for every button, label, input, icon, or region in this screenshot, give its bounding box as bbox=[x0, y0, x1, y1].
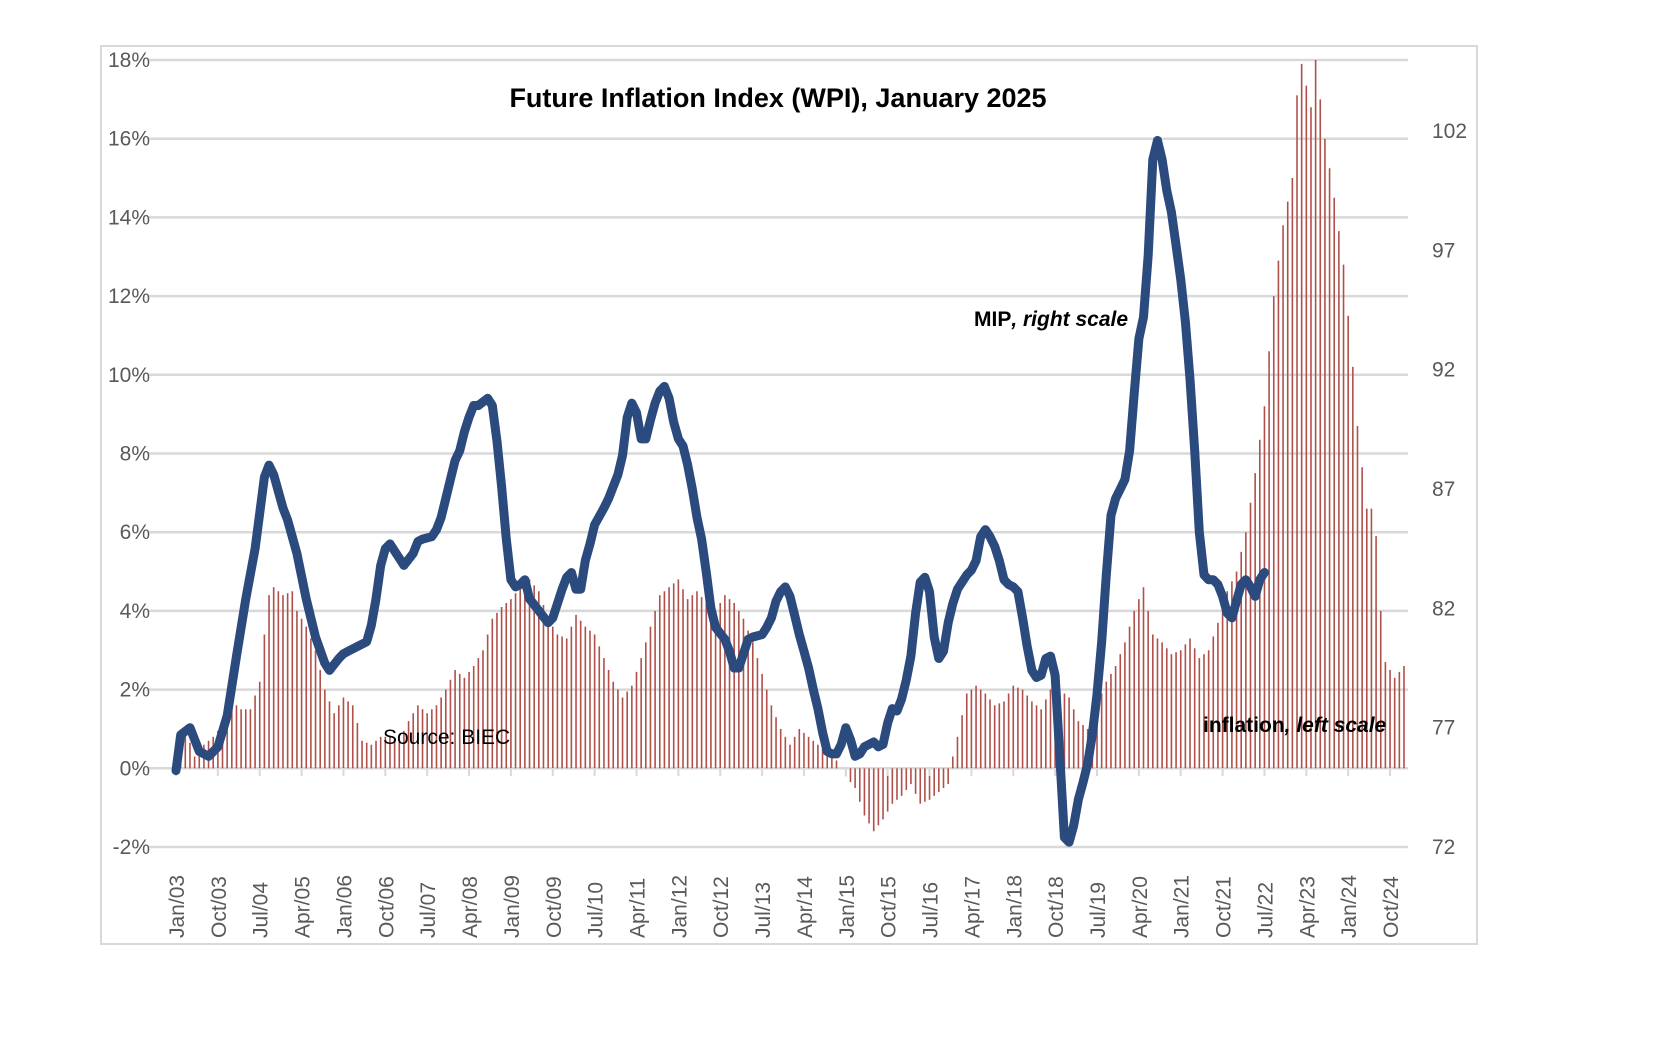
right-axis: 72 77 82 87 92 97 102 bbox=[1432, 120, 1467, 859]
x-tick-label: Jan/12 bbox=[668, 875, 691, 938]
x-tick-label: Apr/05 bbox=[292, 876, 315, 938]
x-tick-label: Jan/09 bbox=[501, 875, 524, 938]
x-tick-label: Jan/21 bbox=[1171, 875, 1194, 938]
mip-annotation-italic: , right scale bbox=[1010, 308, 1128, 331]
left-tick-label: 4% bbox=[120, 600, 150, 623]
left-tick-label: 12% bbox=[108, 285, 150, 308]
x-tick-label: Jan/06 bbox=[333, 875, 356, 938]
x-tick-label: Jan/03 bbox=[166, 875, 189, 938]
x-axis: Jan/03 Oct/03 Jul/04 Apr/05 Jan/06 Oct/06 Jul/… bbox=[166, 768, 1403, 938]
chart-frame bbox=[100, 45, 1478, 945]
left-tick-label: 16% bbox=[108, 128, 150, 151]
x-tick-label: Apr/20 bbox=[1129, 876, 1152, 938]
left-tick-label: 14% bbox=[108, 206, 150, 229]
x-tick-label: Jul/10 bbox=[585, 882, 608, 938]
x-tick-label: Oct/06 bbox=[375, 876, 398, 938]
chart-title: Future Inflation Index (WPI), January 20… bbox=[509, 83, 1046, 113]
mip-annotation-main: MIP bbox=[974, 308, 1011, 331]
right-tick-label: 82 bbox=[1432, 597, 1455, 620]
x-tick-label: Jul/22 bbox=[1254, 882, 1277, 938]
x-tick-label: Oct/21 bbox=[1213, 876, 1236, 938]
left-tick-label: 18% bbox=[108, 49, 150, 72]
mip-line bbox=[171, 136, 1269, 847]
right-tick-label: 102 bbox=[1432, 120, 1467, 143]
right-tick-label: 87 bbox=[1432, 478, 1455, 501]
x-tick-label: Apr/14 bbox=[794, 876, 817, 938]
x-tick-label: Oct/12 bbox=[710, 876, 733, 938]
left-tick-label: 8% bbox=[120, 443, 150, 466]
x-tick-label: Oct/15 bbox=[878, 876, 901, 938]
x-tick-label: Oct/03 bbox=[208, 876, 231, 938]
x-tick-label: Apr/17 bbox=[961, 876, 984, 938]
x-tick-label: Oct/24 bbox=[1380, 876, 1403, 938]
left-tick-label: 10% bbox=[108, 364, 150, 387]
x-tick-label: Jul/07 bbox=[417, 882, 440, 938]
x-tick-label: Oct/18 bbox=[1045, 876, 1068, 938]
inflation-annotation-main: inflation bbox=[1203, 714, 1285, 737]
x-tick-label: Apr/11 bbox=[627, 878, 650, 938]
x-tick-label: Jul/16 bbox=[920, 882, 943, 938]
x-tick-label: Jul/04 bbox=[250, 882, 273, 938]
mip-annotation: MIP, right scale bbox=[974, 308, 1128, 331]
left-axis: -2% 0% 2% 4% 6% 8% 10% 12% 14% 16% 18% bbox=[108, 49, 150, 859]
x-tick-label: Oct/09 bbox=[543, 876, 566, 938]
inflation-annotation: inflation, left scale bbox=[1203, 714, 1387, 737]
inflation-bars bbox=[175, 60, 1405, 832]
left-tick-label: 2% bbox=[120, 679, 150, 702]
source-note: Source: BIEC bbox=[383, 726, 510, 749]
x-tick-label: Jan/24 bbox=[1338, 875, 1361, 938]
left-tick-label: 6% bbox=[120, 521, 150, 544]
right-tick-label: 92 bbox=[1432, 359, 1455, 382]
right-tick-label: 97 bbox=[1432, 239, 1455, 262]
x-tick-label: Jul/19 bbox=[1087, 882, 1110, 938]
left-tick-label: -2% bbox=[113, 836, 150, 859]
x-tick-label: Apr/23 bbox=[1296, 876, 1319, 938]
inflation-annotation-italic: , left scale bbox=[1284, 714, 1387, 737]
left-tick-label: 0% bbox=[120, 757, 150, 780]
x-tick-label: Jan/18 bbox=[1003, 875, 1026, 938]
x-tick-label: Jul/13 bbox=[752, 882, 775, 938]
right-tick-label: 72 bbox=[1432, 836, 1455, 859]
x-tick-label: Jan/15 bbox=[836, 875, 859, 938]
x-tick-label: Apr/08 bbox=[459, 876, 482, 938]
right-tick-label: 77 bbox=[1432, 717, 1455, 740]
